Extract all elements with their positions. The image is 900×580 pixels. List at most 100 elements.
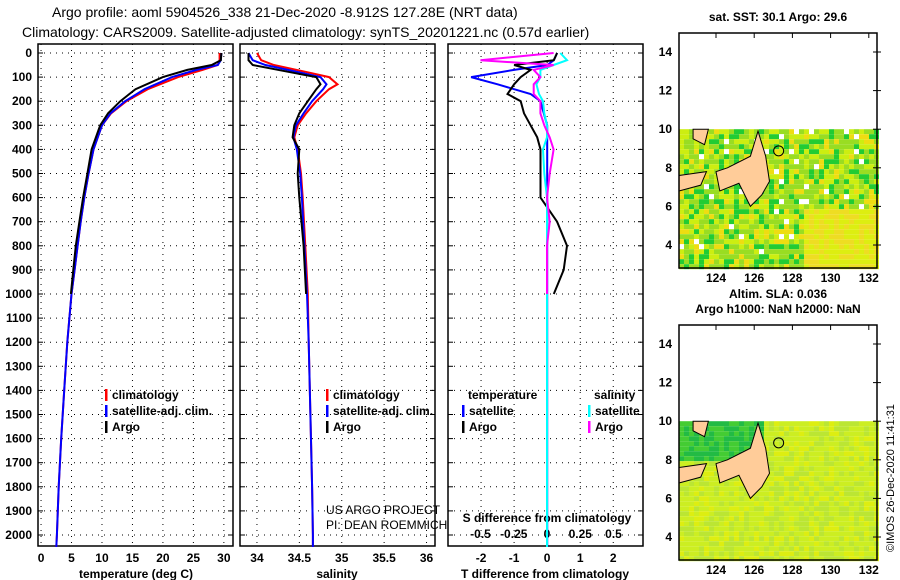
map-cell [709,511,714,517]
map-cell [769,461,774,467]
map-cell [804,189,809,195]
map-cell [854,169,859,175]
map-cell [769,239,774,245]
map-cell [764,446,769,452]
map-cell [854,506,859,512]
map-cell [689,209,694,215]
map-cell [854,481,859,487]
argo-location-marker [773,437,785,449]
map-cell [709,551,714,557]
credit-project: US ARGO PROJECT [326,503,441,517]
map-cell [774,204,779,210]
map-cell [774,486,779,492]
map-cell [859,174,864,180]
map-cell [789,249,794,255]
map-cell [794,526,799,532]
map-cell [859,209,864,215]
land-north [692,420,709,438]
map-cell [829,546,834,552]
map-cell [799,481,804,487]
map-cell [724,426,729,432]
map-cell [844,264,849,270]
map-cell [829,536,834,542]
map-cell [709,441,714,447]
map-cell [814,229,819,235]
map-cell [854,129,859,135]
map-cell [869,134,874,140]
map-cell [719,149,724,155]
map-cell [774,239,779,245]
map-cell [834,446,839,452]
map-cell [694,431,699,437]
map-cell [824,456,829,462]
map-cell [809,184,814,190]
map-cell [724,239,729,245]
series-satellite-adj-clim- [55,52,223,548]
map-cell [864,441,869,447]
map-cell [704,476,709,482]
map-cell [789,501,794,507]
map-cell [829,486,834,492]
map-cell [714,244,719,250]
map-cell [729,194,734,200]
map-cell [764,199,769,205]
map-cell [849,456,854,462]
map-cell [724,199,729,205]
map-cell [869,194,874,200]
map-cell [794,194,799,200]
map-cell [859,189,864,195]
map-cell [719,189,724,195]
map-cell [789,531,794,537]
map-cell [769,491,774,497]
map-cell [729,159,734,165]
map-cell [789,441,794,447]
map-cell [689,139,694,145]
map-cell [799,456,804,462]
map-cell [709,134,714,140]
map-cell [694,154,699,160]
map-cell [699,506,704,512]
map-cell [709,214,714,220]
map-cell [794,134,799,140]
map-lat-label: 6 [665,491,672,505]
map-cell [779,199,784,205]
x-axis-label: salinity [316,567,358,580]
map-lon-label: 132 [859,271,879,285]
map-cell [714,189,719,195]
map-cell [704,431,709,437]
map-cell [734,264,739,270]
map-cell [804,144,809,150]
map-cell [709,556,714,562]
map-cell [724,159,729,165]
map-cell [699,249,704,255]
map-cell [709,179,714,185]
map-cell [844,426,849,432]
map-cell [779,134,784,140]
map-cell [789,204,794,210]
map-cell [839,184,844,190]
map-cell [834,234,839,240]
map-cell [769,421,774,427]
map-cell [739,244,744,250]
legend-swatch [105,389,108,401]
map-cell [784,139,789,145]
map-cell [784,466,789,472]
map-cell [809,556,814,562]
map-cell [774,531,779,537]
map-cell [794,179,799,185]
map-cell [804,239,809,245]
map-cell [769,129,774,135]
map-cell [744,546,749,552]
map-lat-label: 4 [665,530,672,544]
map-cell [784,264,789,270]
map-cell [814,244,819,250]
map-cell [859,224,864,230]
map-cell [679,229,684,235]
map-cell [829,441,834,447]
map-cell [689,441,694,447]
map-cell [854,436,859,442]
map-cell [694,139,699,145]
map-cell [789,199,794,205]
map-cell [779,139,784,145]
map-cell [769,224,774,230]
